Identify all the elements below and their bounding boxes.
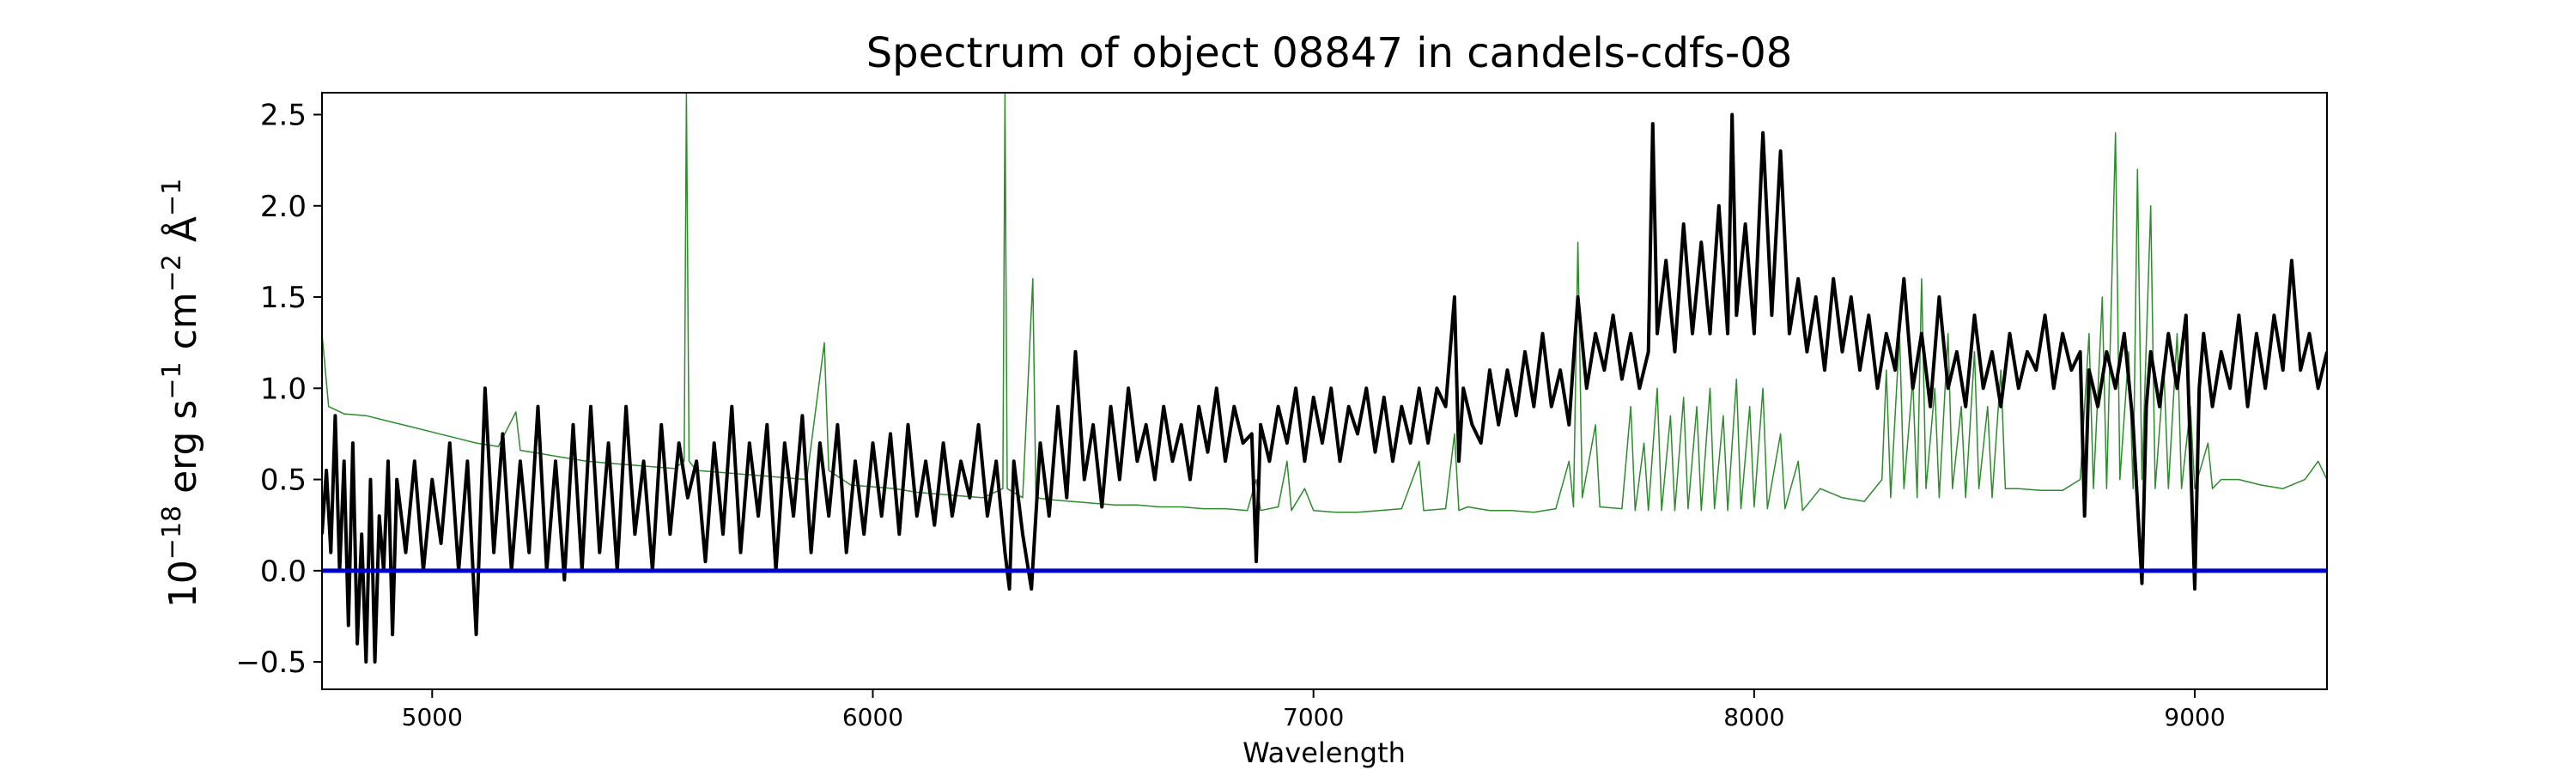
y-axis-label: 10−18 erg s−1 cm−2 Å−1	[157, 179, 205, 608]
y-tick-label: 0.5	[260, 464, 307, 498]
x-axis: 5000 6000 7000 8000 9000	[402, 689, 2226, 731]
x-tick-label: 6000	[842, 703, 903, 731]
y-tick-label: 1.0	[260, 372, 307, 406]
x-tick-label: 9000	[2164, 703, 2225, 731]
y-tick-label: 1.5	[260, 281, 307, 315]
y-tick-label: 0.0	[260, 555, 307, 589]
x-tick-label: 8000	[1723, 703, 1784, 731]
plot-area	[321, 92, 2328, 690]
y-tick-label: 2.5	[260, 99, 307, 133]
x-axis-label: Wavelength	[1242, 737, 1406, 769]
y-tick-label: −0.5	[235, 646, 307, 680]
x-tick-label: 5000	[402, 703, 463, 731]
y-axis: −0.5 0.0 0.5 1.0 1.5 2.0 2.5	[235, 99, 322, 680]
plot-frame	[321, 92, 2328, 690]
x-tick-label: 7000	[1283, 703, 1344, 731]
chart-title: Spectrum of object 08847 in candels-cdfs…	[866, 29, 1793, 77]
series-layer	[322, 93, 2327, 664]
y-tick-label: 2.0	[260, 190, 307, 224]
series-flux-line	[322, 112, 2327, 664]
